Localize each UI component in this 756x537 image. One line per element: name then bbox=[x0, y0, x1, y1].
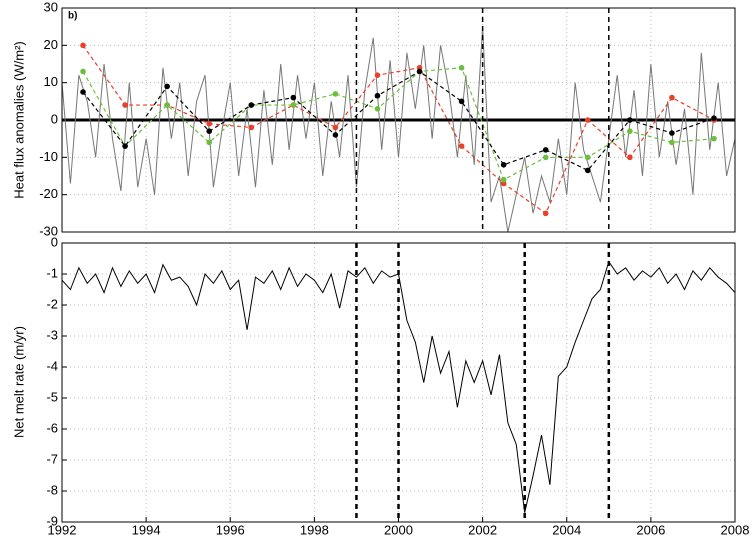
plot-frame bbox=[61, 7, 736, 233]
y-tick-label: -6 bbox=[46, 420, 58, 435]
data-point bbox=[711, 115, 717, 121]
x-tick-label: 1996 bbox=[216, 522, 245, 537]
data-point bbox=[290, 102, 297, 108]
data-point bbox=[458, 64, 465, 71]
data-point bbox=[248, 124, 255, 131]
x-tick-label: 2006 bbox=[636, 522, 665, 537]
series-line bbox=[82, 67, 715, 181]
data-point bbox=[206, 139, 213, 146]
data-point bbox=[584, 167, 591, 174]
y-tick-label: -9 bbox=[46, 513, 58, 528]
data-point bbox=[122, 102, 128, 108]
y-tick-label: -2 bbox=[46, 296, 58, 311]
data-point bbox=[122, 143, 128, 149]
y-tick-label: -4 bbox=[46, 358, 58, 373]
y-tick-label: -30 bbox=[39, 223, 58, 238]
y-tick-label: 10 bbox=[44, 74, 58, 89]
y-tick-label: -3 bbox=[46, 327, 58, 342]
data-point bbox=[248, 102, 255, 108]
data-point bbox=[416, 68, 423, 75]
data-point bbox=[290, 94, 297, 101]
data-point bbox=[80, 68, 86, 75]
y-tick-label: -20 bbox=[39, 186, 58, 201]
x-tick-label: 2002 bbox=[468, 522, 497, 537]
y-tick-label: -5 bbox=[46, 389, 58, 404]
y-tick-label: 20 bbox=[44, 37, 58, 52]
data-point bbox=[542, 147, 549, 153]
data-point bbox=[627, 128, 633, 134]
data-point bbox=[164, 102, 170, 108]
y-tick-label: 0 bbox=[51, 234, 58, 249]
y-tick-label: 30 bbox=[44, 0, 58, 14]
data-point bbox=[206, 120, 213, 127]
x-tick-label: 2004 bbox=[552, 522, 581, 537]
data-point bbox=[332, 124, 339, 131]
x-tick-label: 1998 bbox=[300, 522, 329, 537]
data-point bbox=[80, 42, 86, 49]
x-tick-label: 2000 bbox=[384, 522, 413, 537]
y-axis-label: Heat flux anomalies (W/m²) bbox=[11, 41, 26, 198]
y-tick-label: -1 bbox=[46, 265, 58, 280]
data-point bbox=[374, 72, 381, 78]
y-tick-label: -10 bbox=[39, 149, 58, 164]
data-point bbox=[669, 139, 675, 146]
plot-frame bbox=[61, 242, 736, 523]
x-tick-label: 1994 bbox=[132, 522, 161, 537]
y-axis-label: Net melt rate (m/yr) bbox=[11, 326, 26, 438]
data-point bbox=[542, 154, 549, 161]
data-point bbox=[458, 98, 465, 105]
data-point bbox=[584, 117, 591, 123]
data-point bbox=[332, 132, 339, 138]
y-tick-label: 0 bbox=[51, 111, 58, 126]
data-point bbox=[627, 117, 633, 123]
data-point bbox=[711, 135, 717, 142]
y-tick-label: -8 bbox=[46, 482, 58, 497]
data-point bbox=[584, 154, 591, 161]
series-line bbox=[61, 26, 736, 233]
data-point bbox=[669, 130, 675, 136]
x-tick-label: 2008 bbox=[721, 522, 750, 537]
data-point bbox=[500, 162, 507, 168]
y-tick-label: -7 bbox=[46, 451, 58, 466]
data-point bbox=[206, 128, 213, 134]
data-point bbox=[374, 92, 381, 99]
data-point bbox=[458, 143, 465, 149]
data-point bbox=[542, 210, 549, 217]
data-point bbox=[500, 176, 507, 183]
data-point bbox=[627, 154, 633, 161]
data-point bbox=[332, 91, 339, 97]
data-point bbox=[80, 89, 86, 95]
data-point bbox=[669, 94, 675, 101]
x-tick-label: 1992 bbox=[48, 522, 77, 537]
data-point bbox=[374, 106, 381, 112]
data-point bbox=[164, 83, 170, 90]
panel-label: b) bbox=[68, 11, 77, 22]
